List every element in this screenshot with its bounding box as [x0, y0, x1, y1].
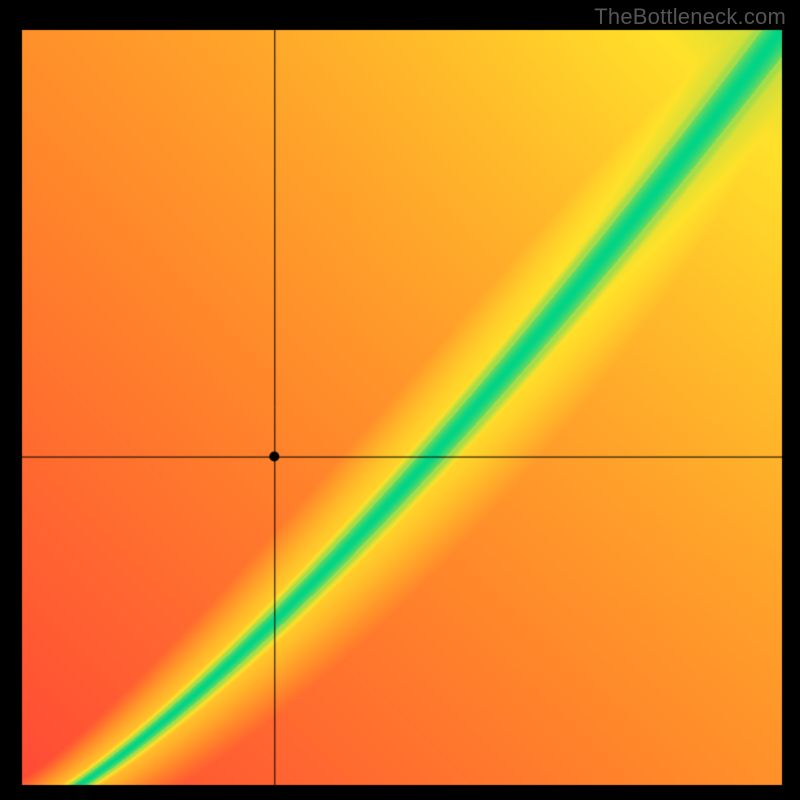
watermark-text: TheBottleneck.com: [594, 4, 786, 30]
chart-container: TheBottleneck.com: [0, 0, 800, 800]
heatmap-canvas: [0, 0, 800, 800]
